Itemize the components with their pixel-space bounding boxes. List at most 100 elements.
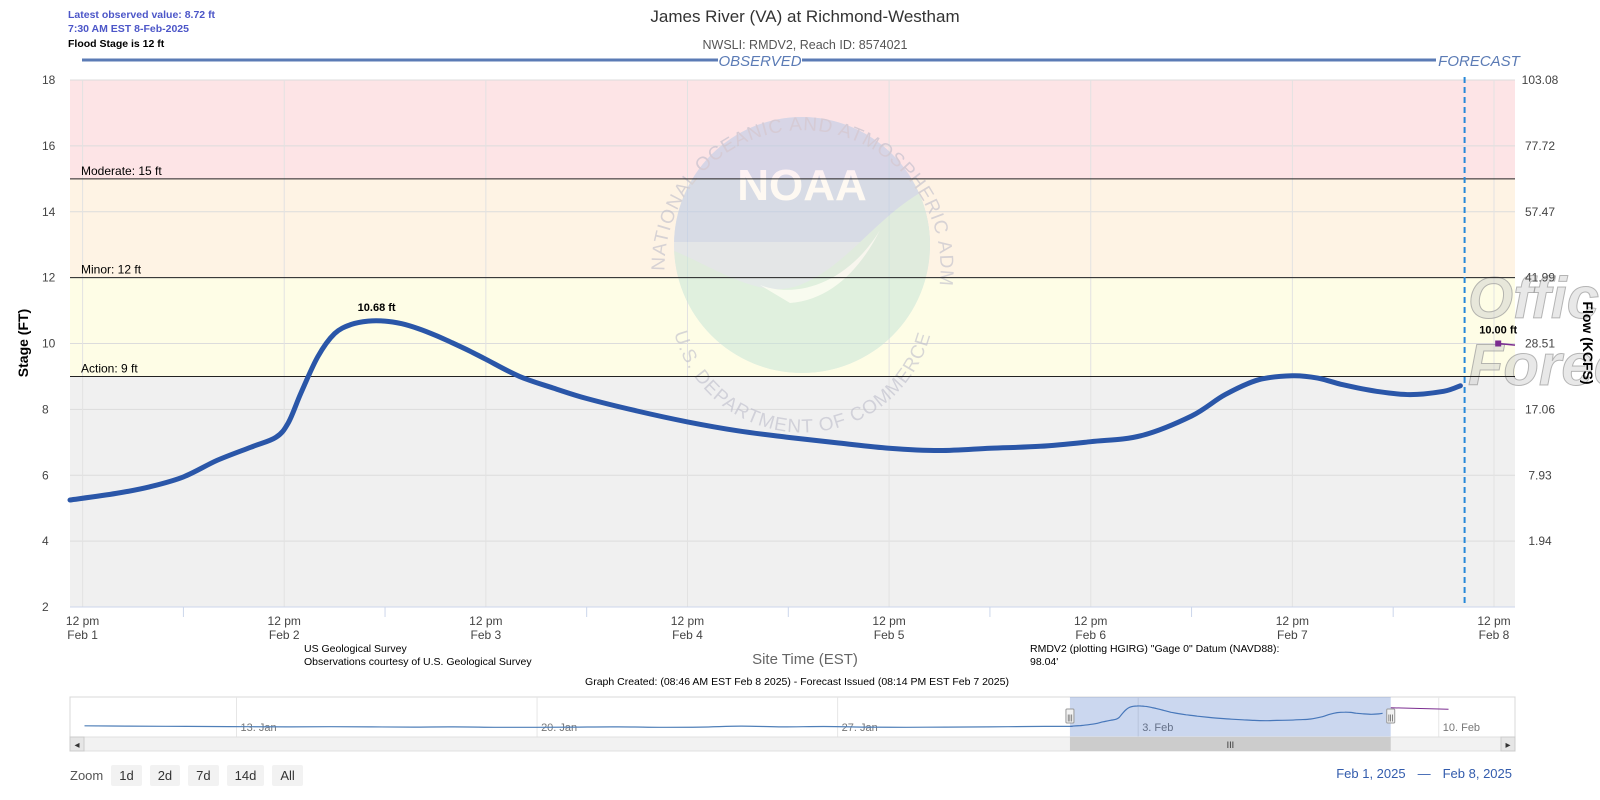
y-tick-label: 10 — [42, 337, 56, 351]
y-axis-right: 1.94 7.93 17.06 28.51 41.99 57.47 77.72 103.08 — [1522, 73, 1559, 548]
source-line-2: Observations courtesy of U.S. Geological… — [304, 656, 532, 668]
y-axis-title: Stage (FT) — [15, 309, 31, 377]
svg-text:|||: ||| — [1388, 715, 1394, 722]
source-line-1: US Geological Survey — [304, 643, 407, 655]
x-tick-time: 12 pm — [671, 614, 704, 628]
x-tick-time: 12 pm — [1074, 614, 1107, 628]
x-tick-time: 12 pm — [1276, 614, 1309, 628]
peak-annotation: 10.68 ft — [358, 302, 396, 314]
x-tick-date: Feb 6 — [1075, 628, 1106, 642]
official-watermark: Offic — [1468, 266, 1599, 331]
scroll-right-button[interactable] — [1500, 736, 1516, 752]
x-tick-date: Feb 4 — [672, 628, 703, 642]
observed-label: OBSERVED — [718, 53, 801, 70]
y-right-tick-label: 77.72 — [1525, 139, 1555, 153]
zoom-14d-button[interactable]: 14d — [226, 764, 265, 786]
y-axis-right-title: Flow (KCFS) — [1580, 301, 1596, 384]
y-tick-label: 2 — [42, 600, 49, 614]
zoom-2d-button[interactable]: 2d — [149, 764, 181, 786]
x-tick-time: 12 pm — [469, 614, 502, 628]
x-tick-time: 12 pm — [1477, 614, 1510, 628]
y-right-tick-label: 57.47 — [1525, 205, 1555, 219]
range-separator: — — [1417, 766, 1431, 781]
forecast-label: FORECAST — [1438, 53, 1522, 70]
datum-line-1: RMDV2 (plotting HGIRG) "Gage 0" Datum (N… — [1030, 643, 1279, 655]
x-tick-date: Feb 1 — [67, 628, 98, 642]
date-range: Feb 1, 2025 — Feb 8, 2025 — [1336, 766, 1512, 781]
x-tick-time: 12 pm — [66, 614, 99, 628]
x-tick-date: Feb 8 — [1479, 628, 1510, 642]
navigator-label: 13. Jan — [241, 722, 277, 734]
x-tick-time: 12 pm — [268, 614, 301, 628]
datum-line-2: 98.04' — [1030, 656, 1058, 668]
x-tick-date: Feb 3 — [471, 628, 502, 642]
navigator-label: 3. Feb — [1142, 722, 1173, 734]
forecast-point — [1495, 340, 1502, 347]
scroll-left-icon: ◂ — [74, 740, 79, 751]
range-from[interactable]: Feb 1, 2025 — [1336, 766, 1406, 781]
y-axis-left: 2 4 6 8 10 12 14 16 18 — [42, 73, 56, 614]
x-tick-date: Feb 2 — [269, 628, 300, 642]
x-tick-date: Feb 7 — [1277, 628, 1308, 642]
latest-time: 7:30 AM EST 8-Feb-2025 — [68, 23, 189, 35]
navigator[interactable]: 13. Jan 20. Jan 27. Jan 3. Feb 10. Feb ||| |… — [69, 696, 1516, 738]
zoom-1d-button[interactable]: 1d — [111, 764, 142, 786]
threshold-label: Minor: 12 ft — [81, 263, 142, 277]
navigator-label: 27. Jan — [842, 722, 878, 734]
zoom-label: Zoom — [70, 767, 104, 783]
y-tick-label: 12 — [42, 271, 56, 285]
navigator-scrollbar[interactable]: III ◂ ▸ — [69, 736, 1516, 752]
y-tick-label: 4 — [42, 534, 49, 548]
x-tick-date: Feb 5 — [874, 628, 905, 642]
zoom-controls: Zoom 1d 2d 7d 14d All — [70, 764, 303, 786]
navigator-labels: 13. Jan 20. Jan 27. Jan 3. Feb 10. Feb — [236, 697, 1480, 737]
navigator-frame — [69, 696, 1516, 738]
x-axis-title: Site Time (EST) — [752, 651, 858, 668]
y-right-tick-label: 28.51 — [1525, 337, 1555, 351]
band-normal — [70, 376, 1515, 607]
chart-subtitle: NWSLI: RMDV2, Reach ID: 8574021 — [703, 38, 908, 52]
zoom-7d-button[interactable]: 7d — [188, 764, 219, 786]
navigator-label: 10. Feb — [1443, 722, 1480, 734]
scrollbar-thumb[interactable] — [1069, 737, 1391, 751]
y-right-tick-label: 7.93 — [1528, 468, 1552, 482]
y-right-tick-label: 17.06 — [1525, 402, 1555, 416]
y-tick-label: 8 — [42, 402, 49, 416]
scroll-right-icon: ▸ — [1505, 740, 1510, 751]
y-right-tick-label: 1.94 — [1528, 534, 1552, 548]
navigator-handle-left[interactable]: ||| — [1065, 708, 1075, 724]
grid-lines — [70, 79, 1515, 608]
scrollbar-grip: III — [1227, 740, 1235, 750]
noaa-seal-center: NOAA — [737, 161, 867, 210]
y-right-tick-label: 103.08 — [1522, 73, 1559, 87]
y-tick-label: 16 — [42, 139, 56, 153]
navigator-selection[interactable] — [1069, 697, 1391, 737]
latest-value: Latest observed value: 8.72 ft — [68, 9, 216, 21]
y-tick-label: 6 — [42, 468, 49, 482]
observed-series-line — [67, 318, 1463, 503]
flood-bands — [70, 80, 1515, 607]
svg-text:|||: ||| — [1067, 715, 1073, 722]
graph-created-note: Graph Created: (08:46 AM EST Feb 8 2025)… — [585, 676, 1009, 688]
y-right-tick-label: 41.99 — [1525, 271, 1555, 285]
range-to[interactable]: Feb 8, 2025 — [1442, 766, 1512, 781]
scroll-left-button[interactable] — [69, 736, 85, 752]
threshold-label: Moderate: 15 ft — [81, 164, 162, 178]
navigator-label: 20. Jan — [541, 722, 577, 734]
annotations: 10.68 ft 10.00 ft — [358, 302, 1518, 336]
y-tick-label: 18 — [42, 73, 56, 87]
series-layer — [67, 318, 1516, 503]
flood-stage-note: Flood Stage is 12 ft — [68, 38, 165, 50]
navigator-series — [84, 705, 1383, 728]
y-tick-label: 14 — [42, 205, 56, 219]
x-tick-time: 12 pm — [872, 614, 905, 628]
navigator-forecast-series — [1390, 707, 1449, 710]
peak-annotation: 10.00 ft — [1479, 325, 1517, 337]
navigator-handle-right[interactable]: ||| — [1386, 708, 1396, 724]
forecast-watermark: Forec — [1468, 333, 1600, 398]
threshold-label: Action: 9 ft — [81, 361, 138, 375]
zoom-all-button[interactable]: All — [272, 764, 303, 786]
chart-title: James River (VA) at Richmond-Westham — [650, 7, 959, 26]
